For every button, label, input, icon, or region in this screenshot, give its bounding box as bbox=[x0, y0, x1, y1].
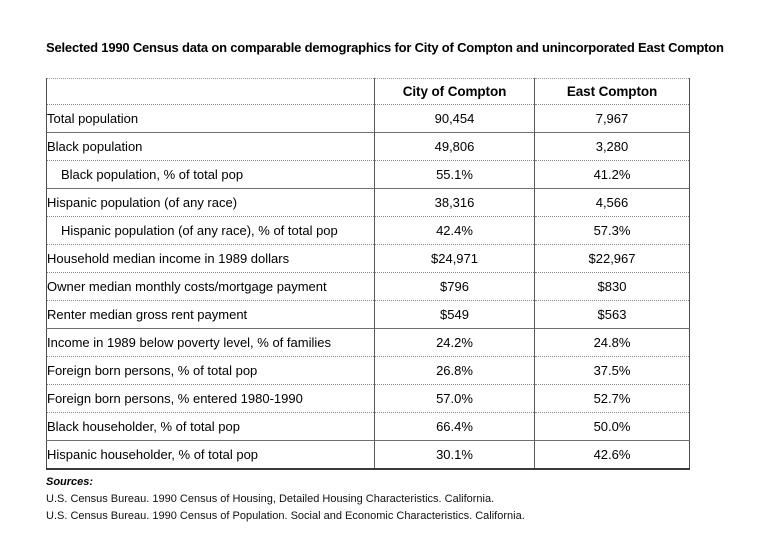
row-label: Foreign born persons, % of total pop bbox=[47, 363, 258, 378]
table-row: Household median income in 1989 dollars … bbox=[46, 244, 690, 273]
row-label: Foreign born persons, % entered 1980-199… bbox=[47, 391, 303, 406]
east-value: 3,280 bbox=[534, 132, 690, 161]
table-row: Owner median monthly costs/mortgage paym… bbox=[46, 272, 690, 301]
row-label: Hispanic householder, % of total pop bbox=[47, 447, 259, 462]
city-value: 55.1% bbox=[374, 160, 535, 189]
table-header-row: City of Compton East Compton bbox=[47, 78, 690, 105]
east-value: 4,566 bbox=[534, 188, 690, 217]
east-value: $563 bbox=[534, 300, 690, 329]
census-data-table: City of Compton East Compton Total popul… bbox=[46, 78, 690, 470]
sources-label: Sources: bbox=[46, 476, 94, 488]
east-value: 50.0% bbox=[534, 412, 690, 441]
city-value: 24.2% bbox=[374, 328, 535, 357]
city-value: 38,316 bbox=[374, 188, 535, 217]
city-value: 90,454 bbox=[374, 104, 535, 133]
city-value: $796 bbox=[374, 272, 535, 301]
row-label: Renter median gross rent payment bbox=[47, 307, 248, 322]
row-label: Total population bbox=[47, 111, 139, 126]
row-label: Hispanic population (of any race) bbox=[47, 195, 238, 210]
row-label: Income in 1989 below poverty level, % of… bbox=[47, 335, 331, 350]
east-value: 57.3% bbox=[534, 216, 690, 245]
row-label: Hispanic population (of any race), % of … bbox=[61, 223, 338, 238]
east-value: 42.6% bbox=[534, 440, 690, 469]
source-citation: U.S. Census Bureau. 1990 Census of Housi… bbox=[46, 493, 495, 505]
city-value: 57.0% bbox=[374, 384, 535, 413]
sources-block: Sources: U.S. Census Bureau. 1990 Census… bbox=[46, 476, 746, 525]
row-label: Black population bbox=[47, 139, 143, 154]
table-row: Black population, % of total pop 55.1% 4… bbox=[46, 160, 690, 189]
east-value: 7,967 bbox=[534, 104, 690, 133]
city-value: 49,806 bbox=[374, 132, 535, 161]
row-label: Household median income in 1989 dollars bbox=[47, 251, 290, 266]
east-value: $830 bbox=[534, 272, 690, 301]
city-value: 26.8% bbox=[374, 356, 535, 385]
row-label: Owner median monthly costs/mortgage paym… bbox=[47, 279, 327, 294]
page-title: Selected 1990 Census data on comparable … bbox=[46, 40, 724, 55]
row-label: Black population, % of total pop bbox=[61, 167, 244, 182]
table-row: Foreign born persons, % entered 1980-199… bbox=[46, 384, 690, 413]
table-row: Income in 1989 below poverty level, % of… bbox=[46, 328, 690, 357]
table-row: Hispanic householder, % of total pop 30.… bbox=[46, 440, 690, 469]
city-value: 30.1% bbox=[374, 440, 535, 469]
east-value: 24.8% bbox=[534, 328, 690, 357]
east-value: 41.2% bbox=[534, 160, 690, 189]
table-row: Black householder, % of total pop 66.4% … bbox=[46, 412, 690, 441]
table-row: Hispanic population (of any race) 38,316… bbox=[46, 188, 690, 217]
empty-header-cell bbox=[47, 79, 375, 105]
east-value: 52.7% bbox=[534, 384, 690, 413]
source-citation: U.S. Census Bureau. 1990 Census of Popul… bbox=[46, 510, 525, 522]
city-value: 42.4% bbox=[374, 216, 535, 245]
column-header-east-compton: East Compton bbox=[534, 78, 690, 105]
column-header-city-of-compton: City of Compton bbox=[374, 78, 535, 105]
east-value: $22,967 bbox=[534, 244, 690, 273]
city-value: $549 bbox=[374, 300, 535, 329]
table-row: Total population 90,454 7,967 bbox=[46, 104, 690, 133]
east-value: 37.5% bbox=[534, 356, 690, 385]
table-row: Renter median gross rent payment $549 $5… bbox=[46, 300, 690, 329]
table-row: Foreign born persons, % of total pop 26.… bbox=[46, 356, 690, 385]
row-label: Black householder, % of total pop bbox=[47, 419, 240, 434]
city-value: $24,971 bbox=[374, 244, 535, 273]
table-row: Black population 49,806 3,280 bbox=[46, 132, 690, 161]
city-value: 66.4% bbox=[374, 412, 535, 441]
table-row: Hispanic population (of any race), % of … bbox=[46, 216, 690, 245]
